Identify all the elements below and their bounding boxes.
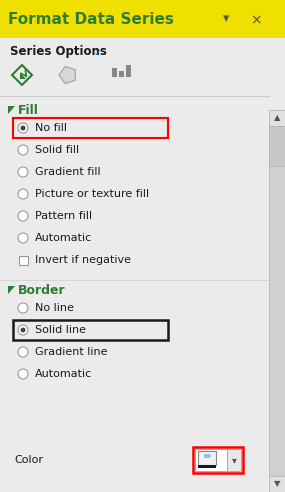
Circle shape xyxy=(18,145,28,155)
FancyBboxPatch shape xyxy=(269,126,285,166)
Text: ▲: ▲ xyxy=(274,114,280,123)
Text: Solid fill: Solid fill xyxy=(35,145,79,155)
Text: ▼: ▼ xyxy=(274,480,280,489)
Circle shape xyxy=(21,328,25,333)
FancyBboxPatch shape xyxy=(227,449,241,471)
Text: Gradient fill: Gradient fill xyxy=(35,167,101,177)
FancyBboxPatch shape xyxy=(269,476,285,492)
Polygon shape xyxy=(20,73,26,79)
FancyBboxPatch shape xyxy=(195,449,227,471)
Polygon shape xyxy=(8,106,15,114)
Text: ▾: ▾ xyxy=(231,455,237,465)
Text: Automatic: Automatic xyxy=(35,369,92,379)
Text: Border: Border xyxy=(18,283,66,297)
FancyBboxPatch shape xyxy=(0,0,285,38)
Polygon shape xyxy=(59,66,75,84)
Text: ▾: ▾ xyxy=(223,12,229,26)
Text: ✏: ✏ xyxy=(203,453,211,461)
FancyBboxPatch shape xyxy=(269,110,285,126)
FancyBboxPatch shape xyxy=(269,110,285,492)
FancyBboxPatch shape xyxy=(126,65,131,77)
Text: No line: No line xyxy=(35,303,74,313)
Text: Gradient line: Gradient line xyxy=(35,347,107,357)
Text: Color: Color xyxy=(14,455,43,465)
Circle shape xyxy=(18,325,28,335)
Polygon shape xyxy=(8,286,15,294)
Text: Pattern fill: Pattern fill xyxy=(35,211,92,221)
Circle shape xyxy=(18,369,28,379)
FancyBboxPatch shape xyxy=(19,255,28,265)
Text: Automatic: Automatic xyxy=(35,233,92,243)
Text: Series Options: Series Options xyxy=(10,45,107,59)
Text: Invert if negative: Invert if negative xyxy=(35,255,131,265)
Circle shape xyxy=(18,167,28,177)
Text: No fill: No fill xyxy=(35,123,67,133)
Circle shape xyxy=(18,233,28,243)
FancyBboxPatch shape xyxy=(198,465,216,468)
Text: Solid line: Solid line xyxy=(35,325,86,335)
Circle shape xyxy=(18,123,28,133)
Circle shape xyxy=(18,211,28,221)
Circle shape xyxy=(18,189,28,199)
Text: ✓: ✓ xyxy=(94,48,102,58)
FancyBboxPatch shape xyxy=(198,451,216,465)
Circle shape xyxy=(18,347,28,357)
FancyBboxPatch shape xyxy=(119,71,124,77)
FancyBboxPatch shape xyxy=(112,68,117,77)
Text: Fill: Fill xyxy=(18,103,39,117)
Circle shape xyxy=(21,125,25,130)
Text: Format Data Series: Format Data Series xyxy=(8,11,174,27)
Circle shape xyxy=(18,303,28,313)
Text: ×: × xyxy=(250,13,262,27)
Text: Picture or texture fill: Picture or texture fill xyxy=(35,189,149,199)
